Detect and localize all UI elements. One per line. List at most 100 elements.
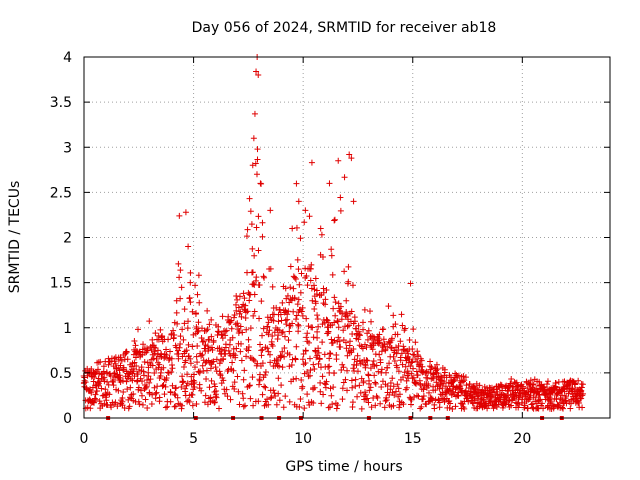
data-point <box>141 372 148 379</box>
data-point <box>353 325 360 332</box>
data-point <box>242 302 249 309</box>
data-point <box>397 338 404 345</box>
data-point <box>414 392 421 399</box>
data-point <box>192 282 199 289</box>
data-point <box>394 331 401 338</box>
data-point <box>243 233 250 240</box>
data-point <box>365 399 372 406</box>
data-point <box>328 252 335 259</box>
data-point <box>332 299 339 306</box>
data-point <box>194 328 201 335</box>
data-point <box>120 364 127 371</box>
data-point <box>124 356 131 363</box>
data-point <box>350 365 357 372</box>
data-point <box>261 383 268 390</box>
data-point <box>434 366 441 373</box>
data-point <box>137 387 144 394</box>
data-point <box>307 367 314 374</box>
data-point <box>364 395 371 402</box>
data-point <box>573 393 580 400</box>
data-point <box>194 291 201 298</box>
data-point <box>301 219 308 226</box>
x-tick-label: 5 <box>189 431 198 447</box>
data-point <box>211 399 218 406</box>
data-point <box>198 387 205 394</box>
data-point <box>251 291 258 298</box>
data-point <box>297 289 304 296</box>
data-point <box>246 195 253 202</box>
data-point <box>398 350 405 357</box>
data-point <box>384 364 391 371</box>
data-point <box>476 382 483 389</box>
data-point <box>161 391 168 398</box>
data-point <box>449 405 456 412</box>
data-point <box>132 342 139 349</box>
data-point <box>578 384 585 391</box>
data-point <box>382 398 389 405</box>
data-point <box>146 390 153 397</box>
data-point <box>165 336 172 343</box>
data-point <box>110 382 117 389</box>
data-point <box>253 68 260 75</box>
data-point <box>237 348 244 355</box>
data-point <box>194 342 201 349</box>
data-point <box>134 371 141 378</box>
data-point <box>524 405 531 412</box>
data-point <box>258 298 265 305</box>
data-point <box>244 226 251 233</box>
data-point <box>368 404 375 411</box>
data-point <box>390 383 397 390</box>
data-point <box>287 263 294 270</box>
data-point <box>254 360 261 367</box>
data-point <box>270 387 277 394</box>
data-point <box>154 383 161 390</box>
data-point <box>409 375 416 382</box>
x-tick-label: 15 <box>404 431 422 447</box>
data-point <box>231 379 238 386</box>
data-point <box>183 347 190 354</box>
data-point <box>191 384 198 391</box>
data-point <box>284 311 291 318</box>
data-point <box>357 389 364 396</box>
data-point <box>452 403 459 410</box>
data-point <box>208 377 215 384</box>
data-point <box>92 396 99 403</box>
data-point <box>331 337 338 344</box>
data-point <box>371 372 378 379</box>
data-point <box>100 363 107 370</box>
data-point <box>354 393 361 400</box>
data-point <box>181 306 188 313</box>
data-point <box>408 359 415 366</box>
data-point <box>306 402 313 409</box>
data-point <box>543 381 550 388</box>
data-point <box>539 400 546 407</box>
data-point <box>286 351 293 358</box>
data-point <box>279 299 286 306</box>
data-point <box>167 389 174 396</box>
data-point <box>576 391 583 398</box>
data-point <box>259 219 266 226</box>
data-point <box>253 274 260 281</box>
data-point <box>279 348 286 355</box>
data-point <box>148 346 155 353</box>
data-point <box>101 374 108 381</box>
data-point <box>442 383 449 390</box>
data-point <box>536 397 543 404</box>
data-point <box>179 326 186 333</box>
data-point <box>215 329 222 336</box>
data-point <box>199 362 206 369</box>
data-point <box>417 382 424 389</box>
data-point <box>163 351 170 358</box>
data-point <box>395 385 402 392</box>
data-point <box>195 272 202 279</box>
data-point <box>362 389 369 396</box>
data-point <box>177 267 184 274</box>
data-point <box>291 295 298 302</box>
data-point <box>172 384 179 391</box>
data-point <box>260 325 267 332</box>
data-point <box>245 343 252 350</box>
data-point <box>317 225 324 232</box>
data-point <box>560 405 567 412</box>
data-point <box>312 300 319 307</box>
data-point <box>262 384 269 391</box>
